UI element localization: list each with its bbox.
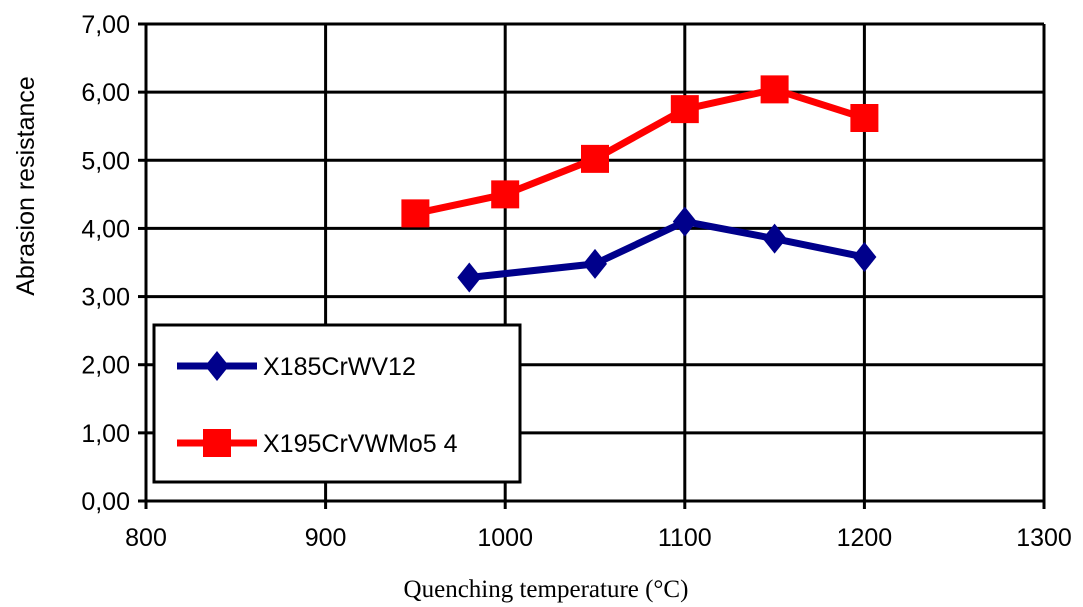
legend-marker-x185crwv12 (205, 351, 229, 381)
series-line-x195crvwmo5-4 (414, 85, 866, 217)
x-tick-label-800: 800 (125, 524, 167, 552)
data-point-x195crvwmo5-4-1100 (670, 95, 699, 124)
y-tick-label-1-00: 1,00 (81, 420, 130, 448)
data-point-x185crwv12-1050 (583, 248, 607, 279)
y-tick-label-4-00: 4,00 (81, 215, 130, 243)
x-tick-label-1000: 1000 (477, 524, 533, 552)
data-point-x195crvwmo5-4-1050 (581, 144, 609, 173)
legend-label-x195crvwmo5-4: X195CrVWMo5 4 (263, 430, 458, 458)
data-point-x185crwv12-1100 (672, 206, 697, 237)
y-tick-label-5-00: 5,00 (81, 147, 130, 175)
x-tick-label-1100: 1100 (658, 524, 712, 552)
y-tick-label-3-00: 3,00 (81, 284, 130, 312)
data-point-x185crwv12-1200 (852, 242, 877, 273)
y-tick-label-6-00: 6,00 (81, 79, 130, 107)
axes (138, 22, 1046, 509)
series-layer (401, 75, 879, 293)
x-tick-label-1200: 1200 (837, 524, 893, 552)
y-tick-label-7-00: 7,00 (81, 11, 130, 39)
series-x195crvwmo5-4 (401, 75, 879, 228)
y-tick-label-2-00: 2,00 (81, 352, 130, 380)
data-point-x195crvwmo5-4-1150 (760, 75, 789, 104)
x-tick-label-1300: 1300 (1016, 524, 1072, 552)
data-point-x195crvwmo5-4-1000 (491, 180, 520, 209)
data-point-x185crwv12-1150 (762, 223, 787, 254)
y-axis-label: Abrasion resistance (12, 76, 40, 296)
series-x185crwv12 (457, 206, 877, 293)
legend-label-x185crwv12: X185CrWV12 (263, 353, 416, 381)
y-tick-label-0-00: 0,00 (81, 488, 130, 516)
data-point-x185crwv12-980 (457, 262, 482, 293)
x-tick-label-900: 900 (305, 524, 347, 552)
data-point-x195crvwmo5-4-1200 (850, 104, 879, 133)
x-tick-labels: 800 900 1000 1100 1200 1300 (125, 524, 1072, 552)
data-point-x195crvwmo5-4-950 (401, 199, 430, 228)
legend-marker-x195crvwmo5-4 (203, 429, 231, 457)
y-tick-labels: 0,00 1,00 2,00 3,00 4,00 5,00 6,00 7,00 (81, 11, 130, 516)
legend-box (152, 323, 522, 484)
legend: X185CrWV12 X195CrVWMo5 4 (152, 323, 522, 484)
x-axis-label: Quenching temperature (°C) (404, 576, 689, 603)
